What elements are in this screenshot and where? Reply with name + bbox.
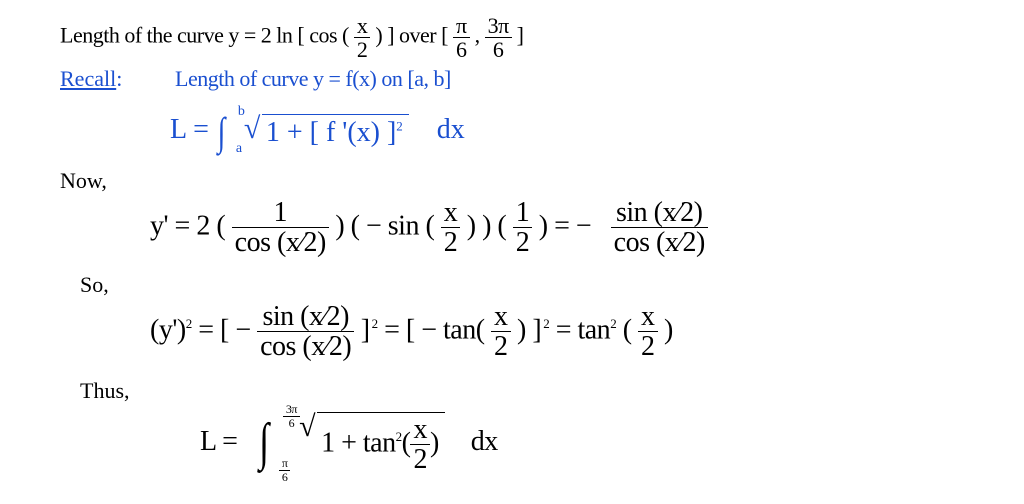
final-integral: L = ∫ 3π 6 π 6 1 + tan2(x2) dx	[200, 412, 498, 475]
arc-length-formula: L = ∫ b a 1 + [ f '(x) ]2 dx	[170, 108, 465, 155]
text: ,	[475, 23, 485, 48]
frac-3pi-6: 3π 6	[485, 14, 512, 61]
integral-icon: ∫ b a	[216, 108, 227, 155]
frac-pi-6: π 6	[453, 14, 470, 61]
problem-statement: Length of the curve y = 2 ln [ cos ( x 2…	[60, 14, 524, 61]
text: Length of the curve y = 2 ln [ cos (	[60, 23, 349, 48]
text: ) ] over [	[375, 23, 448, 48]
derivative-line: y' = 2 ( 1 cos (x⁄2) ) ( − sin ( x 2 ) )…	[150, 198, 708, 258]
frac-x-2: x 2	[491, 302, 511, 362]
sqrt-icon: 1 + tan2(x2)	[303, 412, 445, 475]
thus-label: Thus,	[80, 378, 130, 404]
frac-sin-cos: sin (x⁄2) cos (x⁄2)	[611, 198, 708, 258]
L-equals: L =	[170, 114, 209, 145]
frac-x-2: x 2	[638, 302, 658, 362]
frac-1-2: 1 2	[513, 198, 533, 258]
recall-label: Recall:	[60, 66, 122, 92]
frac-x-2: x2	[410, 415, 430, 475]
frac-x-2: x 2	[441, 198, 461, 258]
frac-pi-6: π 6	[279, 457, 291, 483]
recall-word: Recall	[60, 66, 116, 91]
derivative-squared-line: (y')2 = [ − sin (x⁄2) cos (x⁄2) ]2 = [ −…	[150, 302, 673, 362]
recall-text: Length of curve y = f(x) on [a, b]	[175, 66, 451, 92]
frac-3pi-6: 3π 6	[283, 403, 300, 429]
frac-sin-cos: sin (x⁄2) cos (x⁄2)	[257, 302, 354, 362]
integral-icon: ∫ 3π 6 π 6	[257, 413, 271, 473]
dx: dx	[471, 426, 498, 457]
now-label: Now,	[60, 168, 107, 194]
text: ]	[517, 23, 524, 48]
frac-1-cos: 1 cos (x⁄2)	[232, 198, 329, 258]
so-label: So,	[80, 272, 109, 298]
frac-x-2: x 2	[354, 14, 371, 61]
dx: dx	[437, 114, 465, 145]
L-equals: L =	[200, 426, 237, 457]
colon: :	[116, 66, 122, 91]
sqrt-icon: 1 + [ f '(x) ]2	[248, 114, 409, 149]
